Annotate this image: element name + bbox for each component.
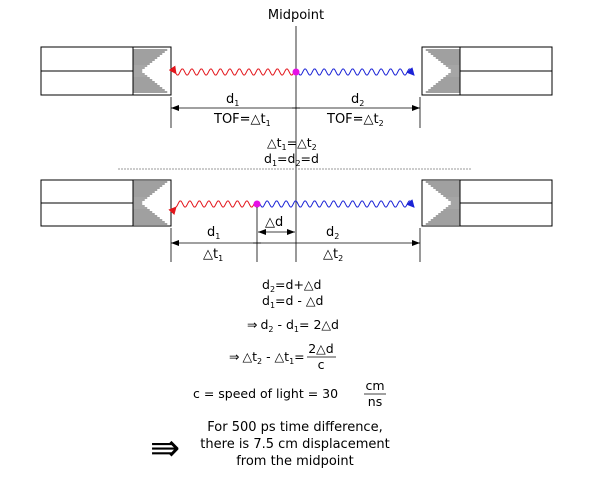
conclusion-line-2: there is 7.5 cm displacement xyxy=(200,437,390,452)
svg-text:c: c xyxy=(318,357,325,372)
midpoint-label: Midpoint xyxy=(268,8,324,23)
annihilation-point-top xyxy=(292,68,300,76)
conclusion-line-1: For 500 ps time difference, xyxy=(207,420,383,435)
right-detector-bottom xyxy=(421,179,553,227)
d2-label-bottom: d2 xyxy=(326,225,339,241)
annihilation-point-bottom xyxy=(253,200,261,208)
blue-photon-top xyxy=(297,67,415,76)
conclusion-line-3: from the midpoint xyxy=(236,454,354,469)
equation-difference: ⇒ d2 - d1= 2△d xyxy=(247,317,339,334)
bottom-scenario: △d d1 d2 △t1 △t2 xyxy=(40,179,553,263)
top-scenario: d1 d2 TOF=△t1 TOF=△t2 xyxy=(40,46,553,128)
d1-label-top: d1 xyxy=(226,92,239,108)
red-photon-bottom xyxy=(168,200,255,215)
equation-d2: d2=d+△d xyxy=(262,277,321,294)
tof1-label: TOF=△t1 xyxy=(213,112,271,128)
equation-time-difference: ⇒ △t2 - △t1= 2△d c xyxy=(229,341,336,372)
d1-label-bottom: d1 xyxy=(207,225,220,241)
equation-d-equal: d1=d2=d xyxy=(264,151,319,168)
conclusion-text: For 500 ps time difference, there is 7.5… xyxy=(190,419,400,470)
svg-text:ns: ns xyxy=(368,394,382,409)
red-photon-top xyxy=(168,65,295,76)
dt2-label-bottom: △t2 xyxy=(323,247,343,263)
equation-speed-of-light: c = speed of light = 30 cm ns xyxy=(193,378,386,409)
svg-text:2△d: 2△d xyxy=(308,341,334,356)
d2-label-top: d2 xyxy=(351,92,364,108)
equation-d1: d1=d - △d xyxy=(262,293,323,310)
svg-text:c = speed of light = 30: c = speed of light = 30 xyxy=(193,386,338,401)
tof2-label: TOF=△t2 xyxy=(326,112,384,128)
delta-d-label: △d xyxy=(265,215,283,230)
blue-photon-bottom xyxy=(259,199,415,208)
dt1-label-bottom: △t1 xyxy=(203,247,223,263)
conclusion-arrow: ⇛ xyxy=(150,428,180,469)
svg-text:cm: cm xyxy=(365,378,384,393)
left-detector-top xyxy=(40,46,172,96)
svg-text:⇒△t2 - △t1=: ⇒ △t2 - △t1= xyxy=(229,349,305,366)
equation-delta-t-equal: △t1=△t2 xyxy=(267,135,317,152)
left-detector-bottom xyxy=(40,179,172,227)
right-detector-top xyxy=(421,46,553,96)
